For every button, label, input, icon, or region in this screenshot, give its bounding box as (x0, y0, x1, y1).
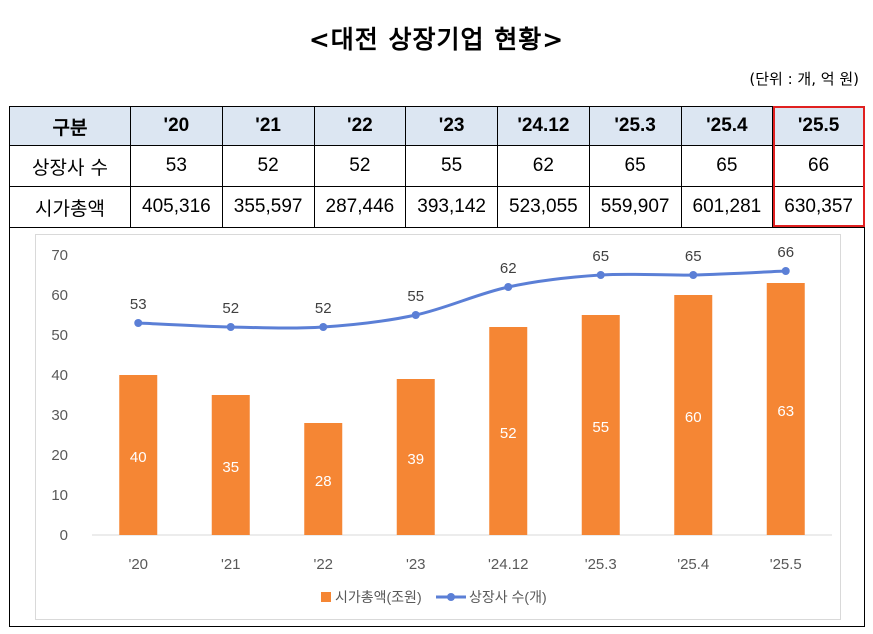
table-cell: 630,357 (772, 186, 865, 228)
line-data-label: 53 (130, 296, 147, 313)
bar-data-label: 60 (685, 409, 702, 426)
line-point (504, 283, 513, 291)
line-data-label: 66 (777, 244, 794, 261)
bar (766, 283, 805, 535)
table-cell: 355,597 (221, 186, 315, 228)
legend-line-marker (447, 593, 455, 601)
period-header: '24.12 (497, 106, 590, 146)
bar (304, 423, 343, 535)
legend-entry: 상장사 수(개) (469, 589, 547, 605)
y-tick-label: 0 (60, 527, 68, 544)
y-tick-label: 10 (51, 487, 68, 504)
legend-bar-swatch (321, 592, 331, 602)
bar-data-label: 35 (222, 459, 239, 476)
line-point (689, 271, 698, 279)
row-label: 상장사 수 (9, 145, 131, 187)
line-point (411, 311, 420, 319)
chart-area: 0 10 20 30 40 50 60 70 40 35 28 39 52 55 60 63 53 52 52 55 6… (35, 234, 841, 620)
period-header: '25.5 (772, 106, 865, 146)
bar-data-label: 40 (130, 449, 147, 466)
x-tick-label: '23 (406, 556, 426, 573)
table-cell: 66 (772, 145, 865, 187)
row-label: 시가총액 (9, 186, 131, 228)
bar-data-label: 28 (315, 473, 332, 490)
line-data-label: 65 (685, 248, 702, 265)
table-cell: 53 (130, 145, 223, 187)
period-header: '25.3 (588, 106, 682, 146)
bar (119, 375, 158, 535)
unit-note: (단위 : 개, 억 원) (749, 70, 859, 88)
table-header-row: 구분 '20 '21 '22 '23 '24.12 '25.3 '25.4 '2… (9, 106, 865, 146)
legend-entry: 시가총액(조원) (335, 589, 422, 605)
x-tick-label: '21 (221, 556, 241, 573)
table-cell: 52 (221, 145, 315, 187)
period-header: '20 (130, 106, 223, 146)
table-cell: 65 (680, 145, 774, 187)
table-cell: 393,142 (405, 186, 498, 228)
table-cell: 559,907 (588, 186, 682, 228)
bar (211, 395, 250, 535)
chart-container: 0 10 20 30 40 50 60 70 40 35 28 39 52 55 60 63 53 52 52 55 6… (9, 227, 865, 627)
y-tick-label: 70 (51, 247, 68, 264)
y-tick-label: 20 (51, 447, 68, 464)
table-cell: 523,055 (497, 186, 590, 228)
combo-chart: 0 10 20 30 40 50 60 70 40 35 28 39 52 55 60 63 53 52 52 55 6… (51, 244, 832, 605)
line-point (781, 267, 790, 275)
table-cell: 601,281 (680, 186, 774, 228)
x-tick-label: '25.5 (770, 556, 802, 573)
table-cell: 65 (588, 145, 682, 187)
table-cell: 287,446 (313, 186, 407, 228)
period-header: '22 (313, 106, 407, 146)
line-point (226, 323, 235, 331)
x-tick-label: '25.4 (677, 556, 709, 573)
table-cell: 55 (405, 145, 498, 187)
x-tick-label: '20 (128, 556, 148, 573)
table-cell: 62 (497, 145, 590, 187)
series-line (138, 269, 786, 330)
x-tick-label: '25.3 (585, 556, 617, 573)
y-tick-label: 50 (51, 327, 68, 344)
page-title: <대전 상장기업 현황> (308, 25, 565, 54)
y-tick-label: 30 (51, 407, 68, 424)
y-tick-label: 60 (51, 287, 68, 304)
line-data-label: 52 (222, 300, 239, 317)
bar (396, 379, 435, 535)
line-data-label: 52 (315, 300, 332, 317)
table-row: 상장사 수 53 52 52 55 62 65 65 66 (9, 145, 865, 187)
y-tick-label: 40 (51, 367, 68, 384)
bar-data-label: 55 (592, 419, 609, 436)
line-data-label: 55 (407, 288, 424, 305)
bar (581, 315, 620, 535)
line-data-label: 62 (500, 260, 517, 277)
line-data-label: 65 (592, 248, 609, 265)
line-point (596, 271, 605, 279)
stats-table: 구분 '20 '21 '22 '23 '24.12 '25.3 '25.4 '2… (9, 106, 865, 228)
table-row: 시가총액 405,316 355,597 287,446 393,142 523… (9, 186, 865, 228)
line-point (319, 323, 328, 331)
x-tick-label: '22 (313, 556, 333, 573)
period-header: '21 (221, 106, 315, 146)
period-header: '25.4 (680, 106, 774, 146)
period-header: '23 (405, 106, 498, 146)
bar-data-label: 52 (500, 425, 517, 442)
header-label: 구분 (9, 106, 131, 146)
x-tick-label: '24.12 (488, 556, 528, 573)
bar-data-label: 39 (407, 451, 424, 468)
table-cell: 405,316 (130, 186, 223, 228)
bar-data-label: 63 (777, 403, 794, 420)
bar (674, 295, 713, 535)
bar (489, 327, 528, 535)
table-cell: 52 (313, 145, 407, 187)
line-point (134, 319, 143, 327)
